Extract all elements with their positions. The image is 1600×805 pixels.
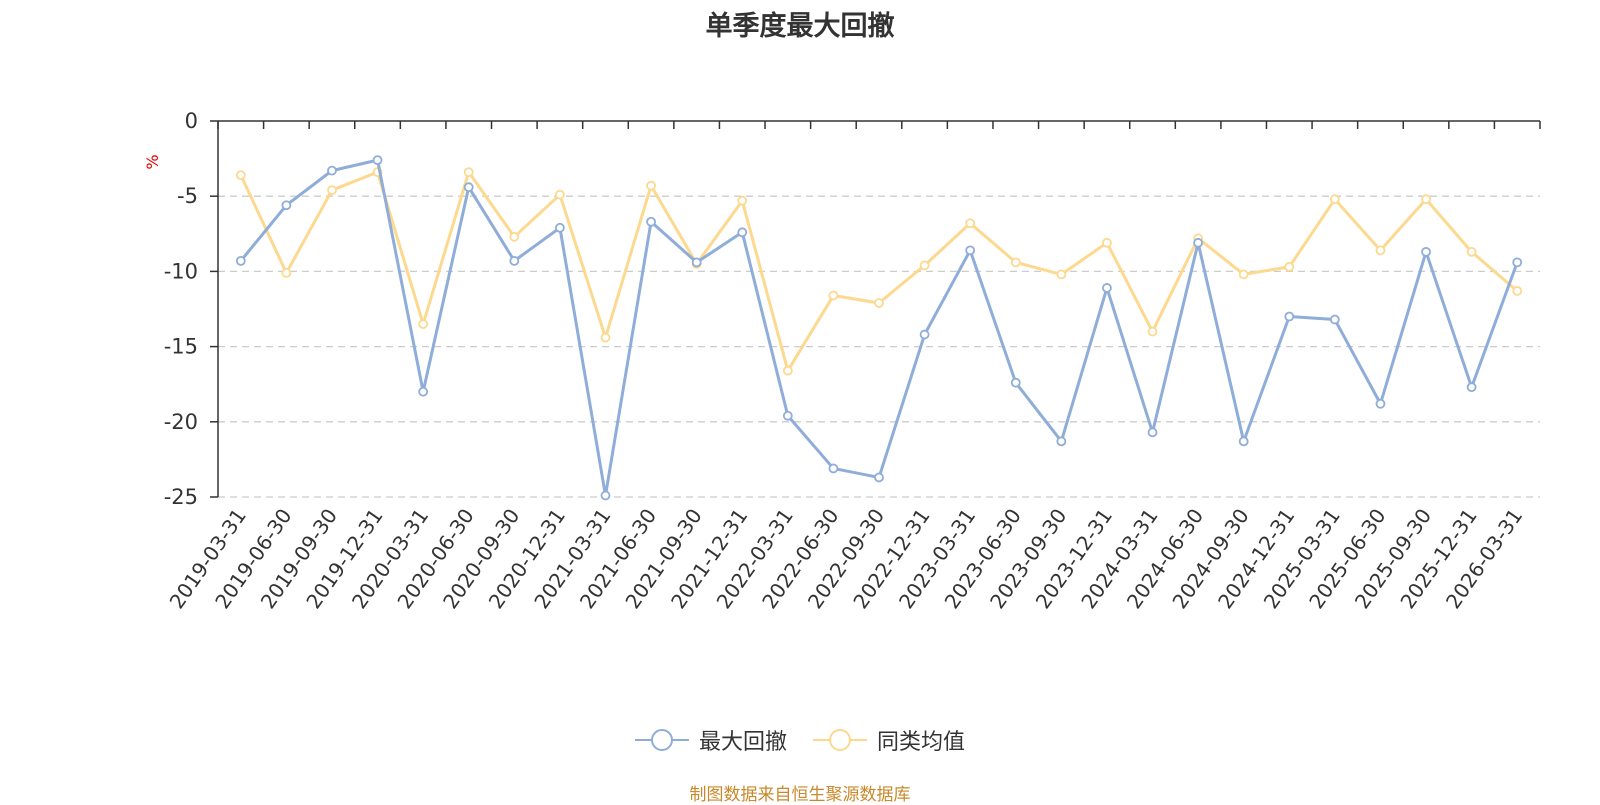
series-2-point <box>1147 326 1158 337</box>
y-tick-label: -5 <box>177 184 198 208</box>
y-tick-label: -15 <box>164 335 198 359</box>
series-2-point <box>1284 261 1295 272</box>
series-2-point <box>737 195 748 206</box>
series-2-point <box>1375 245 1386 256</box>
series-1-point <box>1421 246 1431 257</box>
y-tick-label: -25 <box>164 485 198 509</box>
series-1-point <box>965 245 976 256</box>
series-1-point <box>418 386 429 397</box>
series-2-point <box>554 189 565 200</box>
series-1-point <box>372 155 383 166</box>
series-1-point <box>509 255 520 266</box>
series-1-point <box>463 182 474 193</box>
legend: 最大回撤 同类均值 <box>0 724 1600 756</box>
series-1-point <box>782 410 793 421</box>
series-1-point <box>1056 436 1067 447</box>
series-1-point <box>691 257 702 268</box>
series-2-point <box>1421 194 1431 205</box>
legend-item-series-2[interactable]: 同类均值 <box>813 724 965 756</box>
source-note: 制图数据来自恒生聚源数据库 <box>689 785 911 805</box>
grid-lines <box>218 195 1540 498</box>
legend-label-series-1: 最大回撤 <box>698 730 787 755</box>
series-2-point <box>1238 269 1249 280</box>
series-2-point <box>965 218 976 229</box>
series-1-point <box>1147 427 1158 438</box>
series-2-point <box>919 260 930 271</box>
series-1-point <box>1512 257 1523 268</box>
legend-swatch-series-2-icon <box>813 729 867 751</box>
series-2-point <box>1102 237 1112 248</box>
y-axis-unit-label: % <box>143 154 162 169</box>
series-1-point <box>828 463 839 474</box>
series-2-point <box>828 290 839 301</box>
series-2-point <box>782 365 793 376</box>
series-2-point <box>1329 194 1340 205</box>
series-1-point <box>1329 314 1340 325</box>
series-1-point <box>281 200 292 211</box>
axes <box>210 120 1541 498</box>
series-2-point <box>1056 269 1067 280</box>
series-1-point <box>737 227 748 238</box>
series-1-point <box>1284 311 1295 322</box>
series-1-point <box>554 222 565 233</box>
series-1-point <box>919 329 930 340</box>
legend-swatch-series-1-icon <box>634 729 689 751</box>
series-1-point <box>1102 283 1112 293</box>
chart-title: 单季度最大回撤 <box>705 11 895 42</box>
series-2-point <box>1466 246 1477 257</box>
series-2-point <box>600 332 611 343</box>
series-2-point <box>646 180 656 191</box>
series-1-point <box>1238 436 1249 447</box>
series-1-point <box>646 216 656 227</box>
series-1-point <box>1375 398 1386 409</box>
series-2-point <box>327 185 337 196</box>
series-1-point <box>1010 377 1021 388</box>
series-lines <box>235 155 1523 501</box>
series-1-point <box>327 165 337 176</box>
y-tick-label: -20 <box>164 410 198 434</box>
series-1-point <box>600 490 611 501</box>
y-tick-label: -10 <box>164 259 198 283</box>
series-1-point <box>1193 237 1204 248</box>
series-2-point <box>1512 286 1523 296</box>
legend-label-series-2: 同类均值 <box>877 730 966 755</box>
series-2-point <box>463 167 474 178</box>
series-2-point <box>874 298 884 308</box>
series-1-point <box>235 255 246 266</box>
series-1-point <box>1466 382 1477 393</box>
series-2-point <box>281 268 292 278</box>
axis-labels: 0-5-10-15-20-25%2019-03-312019-06-302019… <box>143 109 1527 613</box>
series-2-point <box>1010 257 1021 268</box>
y-tick-label: 0 <box>185 109 198 133</box>
series-1-point <box>874 472 884 483</box>
series-2-point <box>509 231 520 242</box>
series-2-point <box>235 170 246 181</box>
series-2-point <box>418 319 429 329</box>
legend-item-series-1[interactable]: 最大回撤 <box>634 724 787 756</box>
